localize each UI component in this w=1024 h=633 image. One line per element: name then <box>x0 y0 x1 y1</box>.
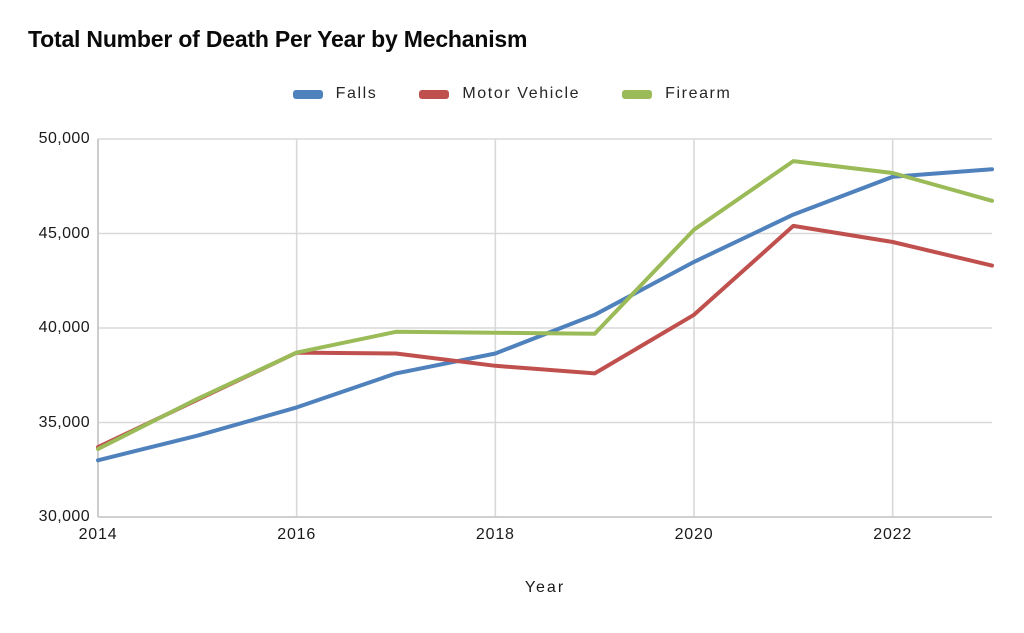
legend-label-firearm: Firearm <box>665 85 732 102</box>
firearm-line-swatch-icon <box>622 89 653 99</box>
chart-title: Total Number of Death Per Year by Mechan… <box>28 26 528 52</box>
legend: Falls Motor Vehicle Firearm <box>0 85 1024 103</box>
legend-item-falls: Falls <box>292 85 378 103</box>
legend-label-motor-vehicle: Motor Vehicle <box>462 85 581 102</box>
series-line-falls <box>96 167 994 463</box>
y-tick-label: 50,000 <box>38 130 90 147</box>
x-tick-label: 2022 <box>873 526 913 543</box>
plot-area <box>96 138 994 518</box>
legend-label-falls: Falls <box>335 85 378 102</box>
series-line-motor-vehicle <box>96 223 994 450</box>
x-tick-label: 2020 <box>674 526 714 543</box>
motor-vehicle-line-swatch-icon <box>419 89 450 99</box>
legend-item-firearm: Firearm <box>622 85 731 103</box>
y-tick-label: 40,000 <box>38 319 90 336</box>
x-axis-title: Year <box>524 579 566 596</box>
x-tick-label: 2014 <box>78 526 118 543</box>
y-tick-label: 30,000 <box>38 508 90 525</box>
falls-line-swatch-icon <box>292 89 323 99</box>
series-line-firearm <box>96 159 994 451</box>
y-tick-label: 35,000 <box>38 413 90 431</box>
legend-item-motor-vehicle: Motor Vehicle <box>419 85 580 103</box>
y-tick-label: 45,000 <box>38 224 90 242</box>
x-tick-label: 2018 <box>475 526 515 543</box>
x-tick-label: 2016 <box>277 526 317 543</box>
